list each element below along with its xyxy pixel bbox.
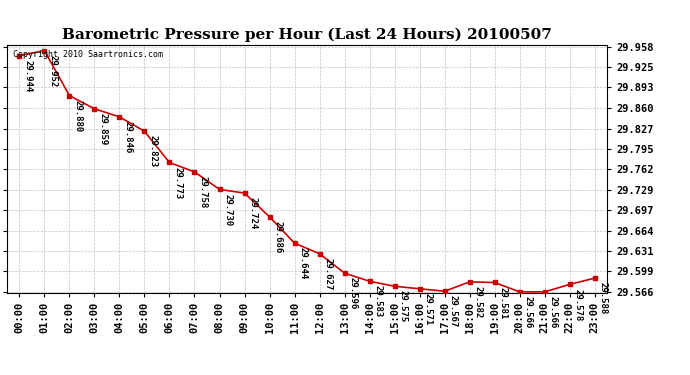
Text: 29.566: 29.566 <box>549 296 558 328</box>
Text: 29.571: 29.571 <box>424 293 433 325</box>
Text: 29.566: 29.566 <box>524 296 533 328</box>
Text: 29.567: 29.567 <box>448 296 457 328</box>
Text: 29.859: 29.859 <box>99 113 108 145</box>
Text: 29.730: 29.730 <box>224 194 233 226</box>
Text: 29.952: 29.952 <box>48 55 57 87</box>
Text: 29.627: 29.627 <box>324 258 333 290</box>
Text: 29.846: 29.846 <box>124 121 132 153</box>
Text: 29.686: 29.686 <box>274 221 283 253</box>
Text: 29.880: 29.880 <box>74 100 83 132</box>
Text: 29.644: 29.644 <box>299 247 308 279</box>
Text: 29.582: 29.582 <box>474 286 483 318</box>
Text: 29.773: 29.773 <box>174 166 183 199</box>
Text: Copyright 2010 Saartronics.com: Copyright 2010 Saartronics.com <box>13 50 163 59</box>
Text: 29.758: 29.758 <box>199 176 208 208</box>
Text: 29.581: 29.581 <box>499 286 508 319</box>
Text: 29.575: 29.575 <box>399 290 408 322</box>
Text: 29.724: 29.724 <box>248 197 257 230</box>
Title: Barometric Pressure per Hour (Last 24 Hours) 20100507: Barometric Pressure per Hour (Last 24 Ho… <box>62 28 552 42</box>
Text: 29.596: 29.596 <box>348 277 357 309</box>
Text: 29.588: 29.588 <box>599 282 608 315</box>
Text: 29.944: 29.944 <box>23 60 32 92</box>
Text: 29.578: 29.578 <box>574 288 583 321</box>
Text: 29.583: 29.583 <box>374 285 383 318</box>
Text: 29.823: 29.823 <box>148 135 157 168</box>
